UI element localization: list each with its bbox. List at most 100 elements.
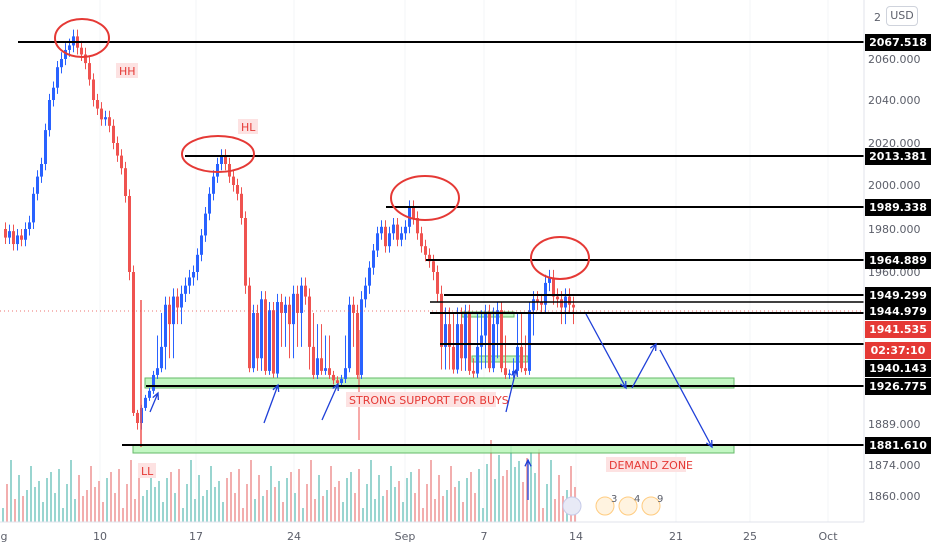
swing-circle[interactable] bbox=[54, 18, 110, 58]
volume-bar bbox=[346, 478, 348, 522]
candle-body bbox=[500, 310, 503, 369]
candle-body bbox=[196, 254, 199, 272]
candle-body bbox=[252, 312, 255, 369]
candle-body bbox=[132, 272, 135, 413]
volume-bar bbox=[222, 502, 224, 522]
y-tick-label: 2020.000 bbox=[868, 137, 921, 150]
candle-body bbox=[108, 117, 111, 126]
candle-body bbox=[392, 224, 395, 234]
volume-bar bbox=[70, 460, 72, 522]
ll-label-bg bbox=[138, 463, 156, 478]
candle-body bbox=[348, 304, 351, 369]
y-tick-label: 1980.000 bbox=[868, 223, 921, 236]
volume-bar bbox=[334, 487, 336, 522]
candle-body bbox=[148, 390, 151, 398]
candle-body bbox=[504, 368, 507, 375]
volume-bar bbox=[38, 481, 40, 522]
volume-bar bbox=[454, 487, 456, 522]
volume-bar bbox=[302, 508, 304, 522]
candle-body bbox=[484, 312, 487, 336]
candle-body bbox=[88, 63, 91, 80]
candle-body bbox=[536, 299, 539, 303]
volume-bar bbox=[314, 499, 316, 522]
swing-circle[interactable] bbox=[390, 175, 460, 221]
demand-label-bg bbox=[606, 457, 686, 472]
candle-body bbox=[216, 164, 219, 177]
candle-body bbox=[540, 302, 543, 305]
volume-bar bbox=[226, 478, 228, 522]
arrow-line bbox=[505, 369, 517, 413]
volume-bar bbox=[482, 508, 484, 522]
volume-bar bbox=[66, 484, 68, 522]
arrow-line bbox=[631, 343, 657, 389]
candle-body bbox=[320, 358, 323, 371]
volume-bar bbox=[498, 455, 500, 522]
arrow-head bbox=[152, 391, 160, 401]
swing-circle[interactable] bbox=[530, 236, 590, 280]
volume-bar bbox=[458, 481, 460, 522]
candle-body bbox=[352, 304, 355, 313]
candle-body bbox=[220, 155, 223, 164]
volume-bar bbox=[326, 490, 328, 522]
candle-body bbox=[36, 176, 39, 194]
volume-bar bbox=[114, 493, 116, 522]
volume-bar bbox=[30, 466, 32, 522]
candle-body bbox=[172, 296, 175, 325]
volume-bar bbox=[422, 508, 424, 522]
level-1989-tag bbox=[865, 199, 931, 216]
volume-bar bbox=[6, 484, 8, 522]
candle-body bbox=[448, 324, 451, 347]
flag-icon[interactable] bbox=[562, 496, 582, 516]
volume-bar bbox=[186, 484, 188, 522]
candle-body bbox=[80, 47, 83, 55]
arrow-head bbox=[619, 380, 627, 390]
candle-body bbox=[24, 229, 27, 240]
volume-bar bbox=[354, 493, 356, 522]
candle-body bbox=[432, 261, 435, 272]
candle-body bbox=[248, 285, 251, 369]
candle-body bbox=[544, 282, 547, 305]
candle-body bbox=[316, 358, 319, 375]
candle-body bbox=[152, 374, 155, 391]
arrow-head bbox=[705, 439, 713, 449]
volume-bar bbox=[414, 493, 416, 522]
candle-body bbox=[428, 254, 431, 262]
event-badges[interactable]: 3 4 9 bbox=[562, 494, 663, 516]
candle-body bbox=[268, 310, 271, 371]
candle-body bbox=[396, 224, 399, 240]
candle-body bbox=[372, 250, 375, 268]
demand-zone[interactable] bbox=[132, 444, 735, 454]
volume-bar bbox=[514, 467, 516, 522]
x-tick-label: 25 bbox=[743, 530, 757, 543]
candle-body bbox=[332, 374, 335, 381]
candle-body bbox=[548, 277, 551, 283]
candle-body bbox=[272, 310, 275, 374]
volume-bar bbox=[534, 473, 536, 522]
y-tick-label: 2060.000 bbox=[868, 53, 921, 66]
event-icon[interactable] bbox=[595, 496, 615, 516]
volume-bar bbox=[254, 499, 256, 522]
candle-body bbox=[328, 368, 331, 375]
swing-circle[interactable] bbox=[181, 135, 255, 173]
support-zone[interactable] bbox=[144, 377, 735, 389]
candle-body bbox=[164, 304, 167, 347]
candle-body bbox=[124, 168, 127, 196]
volume-bar bbox=[330, 466, 332, 522]
arrow-line bbox=[659, 349, 713, 448]
event-icon[interactable] bbox=[641, 496, 661, 516]
arrow-head bbox=[272, 383, 280, 393]
volume-bar bbox=[530, 452, 532, 522]
volume-bar bbox=[478, 469, 480, 522]
candle-body bbox=[84, 54, 87, 64]
event-icon[interactable] bbox=[618, 496, 638, 516]
currency-badge[interactable]: USD bbox=[886, 6, 918, 26]
volume-bar bbox=[282, 502, 284, 522]
volume-bar bbox=[338, 481, 340, 522]
level-1881-label: 1881.610 bbox=[869, 439, 927, 452]
hh-label-bg bbox=[116, 63, 138, 78]
time-axis[interactable]: g 10 17 24 Sep 7 14 21 25 Oct bbox=[0, 521, 864, 543]
price-axis[interactable]: 2060.000 2040.000 2020.000 2000.000 1980.000… bbox=[863, 0, 931, 522]
candle-body bbox=[212, 176, 215, 194]
candle-body bbox=[168, 304, 171, 325]
